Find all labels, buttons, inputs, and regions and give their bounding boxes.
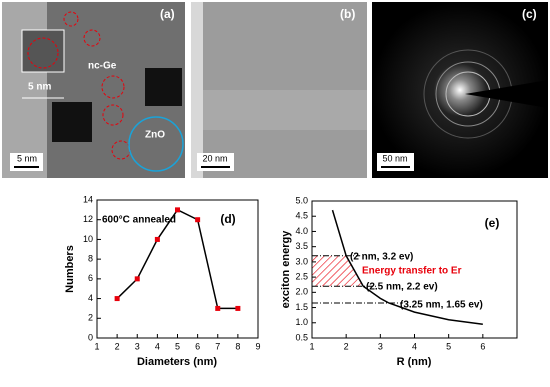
image-b-band: [203, 90, 367, 130]
hatch-region: [312, 255, 364, 287]
panel-label: (e): [485, 216, 500, 230]
y-axis-label: exciton energy: [280, 230, 292, 309]
x-tick-label: 8: [235, 341, 240, 351]
y-tick-label: 1.0: [295, 317, 308, 327]
data-line: [331, 209, 483, 326]
circle: [102, 104, 124, 126]
x-axis-label: R (nm): [397, 356, 432, 368]
y-tick-label: 10: [83, 234, 93, 244]
marker: [195, 217, 201, 223]
y-tick-label: 6: [88, 273, 93, 283]
marker: [235, 305, 241, 311]
y-axis-label: Numbers: [64, 245, 76, 293]
x-tick-label: 3: [378, 341, 383, 351]
y-tick-label: 4.0: [295, 226, 308, 236]
x-tick-label: 1: [309, 341, 314, 351]
y-tick-label: 2.5: [295, 271, 308, 281]
y-tick-label: 8: [88, 254, 93, 264]
marker: [215, 305, 221, 311]
circle: [63, 11, 79, 27]
inset: [21, 29, 65, 73]
marker: [114, 296, 120, 302]
marker: [134, 276, 140, 282]
annotation: 5 nm: [28, 82, 51, 93]
y-tick-label: 12: [83, 214, 93, 224]
annotation: (2.5 nm, 2.2 ev): [366, 282, 438, 293]
panel-label: (c): [522, 7, 537, 21]
y-tick-label: 0: [88, 332, 93, 342]
y-tick-label: 3.5: [295, 241, 308, 251]
scale-label: 20 nm: [202, 153, 227, 163]
panel-label: (a): [160, 7, 175, 21]
x-tick-label: 7: [215, 341, 220, 351]
circle: [128, 116, 184, 172]
marker: [154, 236, 160, 242]
panel-label: (b): [340, 7, 355, 21]
scale-label: 50 nm: [382, 153, 407, 163]
x-tick-label: 5: [175, 341, 180, 351]
y-tick-label: 4: [88, 293, 93, 303]
inset-fft: [52, 102, 92, 142]
y-tick-label: 3.0: [295, 256, 308, 266]
y-tick-label: 5.0: [295, 195, 308, 205]
x-tick-label: 1: [94, 341, 99, 351]
circle: [27, 37, 59, 69]
x-tick-label: 2: [115, 341, 120, 351]
inset-fft: [145, 68, 182, 106]
circle: [101, 75, 125, 99]
x-tick-label: 2: [344, 341, 349, 351]
annotation: 600°C annealed: [102, 215, 176, 226]
x-axis-label: Diameters (nm): [137, 356, 217, 368]
y-tick-label: 2: [88, 313, 93, 323]
annotation: nc-Ge: [88, 61, 117, 72]
annotation: (3.25 nm, 1.65 ev): [400, 300, 483, 311]
annotation: (2 nm, 3.2 ev): [350, 252, 413, 263]
annotation: ZnO: [145, 130, 165, 141]
x-tick-label: 6: [480, 341, 485, 351]
x-tick-label: 3: [135, 341, 140, 351]
x-tick-label: 9: [255, 341, 260, 351]
y-tick-label: 14: [83, 194, 93, 204]
beam-stop: [465, 80, 548, 108]
x-tick-label: 4: [412, 341, 417, 351]
y-tick-label: 1.5: [295, 302, 308, 312]
y-tick-label: 0.5: [295, 332, 308, 342]
annotation: Energy transfer to Er: [362, 266, 462, 277]
y-tick-label: 2.0: [295, 287, 308, 297]
x-tick-label: 6: [195, 341, 200, 351]
panel-label: (d): [220, 212, 235, 226]
x-tick-label: 4: [155, 341, 160, 351]
marker: [175, 207, 180, 213]
x-tick-label: 5: [446, 341, 451, 351]
circle: [83, 29, 101, 47]
image-b-edge: [191, 2, 203, 178]
y-tick-label: 4.5: [295, 211, 308, 221]
scale-label: 5 nm: [17, 153, 37, 163]
